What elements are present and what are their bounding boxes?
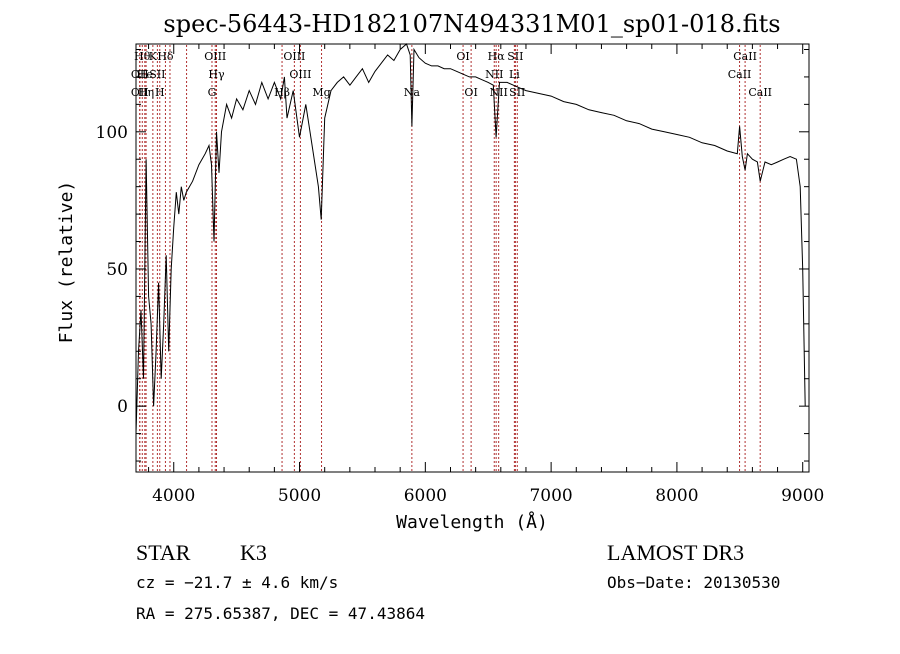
line-label-29: CaII <box>748 86 772 99</box>
line-label-19: OI <box>456 50 469 63</box>
line-label-4: Hη <box>138 86 154 99</box>
y-tick-label-50: 50 <box>106 260 128 280</box>
line-label-2: He <box>137 68 153 81</box>
x-tick-label-4000: 4000 <box>152 486 195 506</box>
line-label-11: OIII <box>204 50 226 63</box>
x-tick-label-5000: 5000 <box>278 486 321 506</box>
coordinates: RA = 275.65387, DEC = 47.43864 <box>136 604 425 623</box>
x-tick-label-9000: 9000 <box>781 486 824 506</box>
observation-date: Obs−Date: 20130530 <box>607 573 780 592</box>
y-tick-label-100: 100 <box>96 123 128 143</box>
line-label-3: OII <box>131 86 149 99</box>
line-label-12: Hγ <box>208 68 225 81</box>
plot-frame <box>135 43 810 473</box>
line-label-27: CaII <box>728 68 752 81</box>
line-label-1: OII <box>131 68 149 81</box>
line-label-28: CaII <box>733 50 757 63</box>
spectral-line-markers <box>139 45 761 471</box>
line-label-0: Hθ <box>134 50 151 63</box>
x-tick-label-7000: 7000 <box>529 486 572 506</box>
line-label-7: H <box>155 86 165 99</box>
line-label-8: Hδ <box>157 50 174 63</box>
line-label-24: Li <box>509 68 520 81</box>
line-label-18: Na <box>404 86 421 99</box>
line-label-22: Hα <box>488 50 506 63</box>
chart-title: spec-56443-HD182107N494331M01_sp01-018.f… <box>163 10 780 38</box>
line-label-17: Mg <box>312 86 330 99</box>
y-axis: 0 50 100 <box>96 48 809 462</box>
line-label-6: SII <box>149 68 165 81</box>
x-tick-label-6000: 6000 <box>404 486 447 506</box>
survey-name: LAMOST DR3 <box>607 540 744 565</box>
line-label-25: SII <box>507 50 523 63</box>
x-axis-label: Wavelength (Å) <box>396 511 548 533</box>
x-axis: 4000 5000 6000 7000 8000 9000 <box>148 44 824 506</box>
y-axis-label: Flux (relative) <box>56 181 77 344</box>
y-tick-label-0: 0 <box>117 397 128 417</box>
line-label-13: G <box>208 86 217 99</box>
x-tick-label-8000: 8000 <box>655 486 698 506</box>
line-label-21: NII <box>485 68 503 81</box>
redshift-cz: cz = −21.7 ± 4.6 km/s <box>136 573 338 592</box>
object-type: STAR <box>136 540 191 565</box>
subclass: K3 <box>240 540 267 565</box>
spectrum-series <box>135 43 806 434</box>
line-label-16: OIII <box>289 68 311 81</box>
line-label-20: OI <box>464 86 477 99</box>
line-label-15: OIII <box>283 50 305 63</box>
line-label-26: SII <box>509 86 525 99</box>
line-label-5: K <box>149 50 158 63</box>
